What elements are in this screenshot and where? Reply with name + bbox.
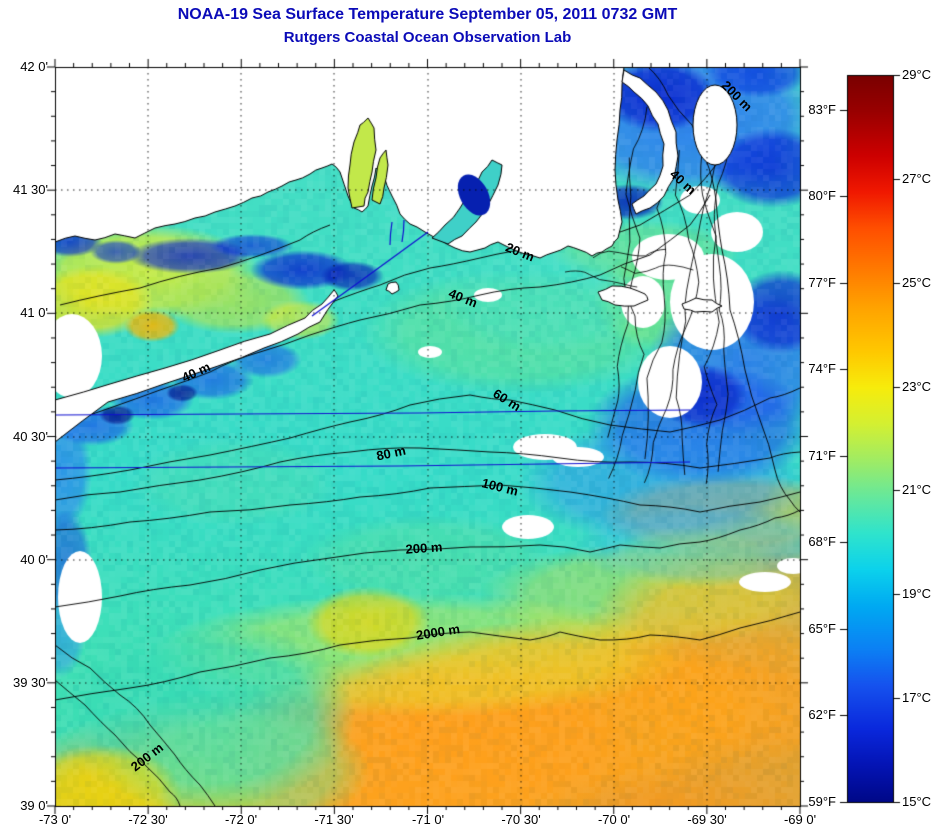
sst-figure: NOAA-19 Sea Surface Temperature Septembe… bbox=[0, 0, 936, 840]
sst-map-canvas bbox=[0, 0, 936, 840]
